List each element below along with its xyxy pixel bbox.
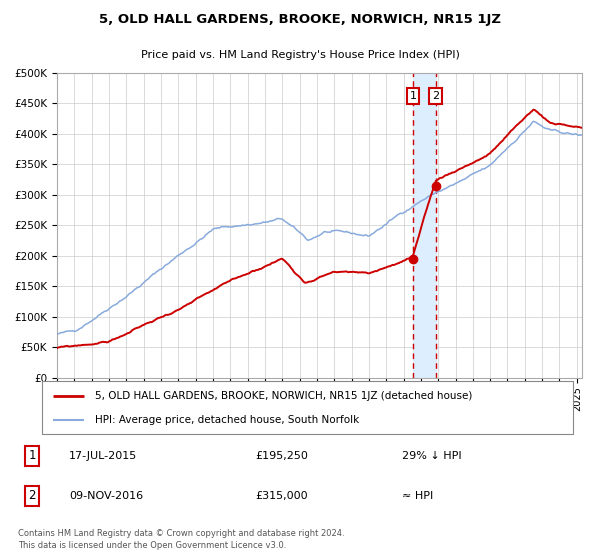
- Text: 29% ↓ HPI: 29% ↓ HPI: [401, 451, 461, 461]
- FancyBboxPatch shape: [42, 381, 573, 434]
- Text: 5, OLD HALL GARDENS, BROOKE, NORWICH, NR15 1JZ (detached house): 5, OLD HALL GARDENS, BROOKE, NORWICH, NR…: [95, 391, 472, 401]
- Text: HPI: Average price, detached house, South Norfolk: HPI: Average price, detached house, Sout…: [95, 415, 359, 425]
- Text: 1: 1: [409, 91, 416, 101]
- Text: Contains HM Land Registry data © Crown copyright and database right 2024.
This d: Contains HM Land Registry data © Crown c…: [18, 529, 344, 550]
- Bar: [413, 73, 436, 378]
- Text: £315,000: £315,000: [255, 491, 308, 501]
- Text: 09-NOV-2016: 09-NOV-2016: [69, 491, 143, 501]
- Text: 2: 2: [432, 91, 439, 101]
- Text: 2: 2: [28, 489, 36, 502]
- Text: £195,250: £195,250: [255, 451, 308, 461]
- Text: 1: 1: [28, 449, 36, 463]
- Text: ≈ HPI: ≈ HPI: [401, 491, 433, 501]
- Text: Price paid vs. HM Land Registry's House Price Index (HPI): Price paid vs. HM Land Registry's House …: [140, 50, 460, 59]
- Text: 17-JUL-2015: 17-JUL-2015: [69, 451, 137, 461]
- Text: 5, OLD HALL GARDENS, BROOKE, NORWICH, NR15 1JZ: 5, OLD HALL GARDENS, BROOKE, NORWICH, NR…: [99, 13, 501, 26]
